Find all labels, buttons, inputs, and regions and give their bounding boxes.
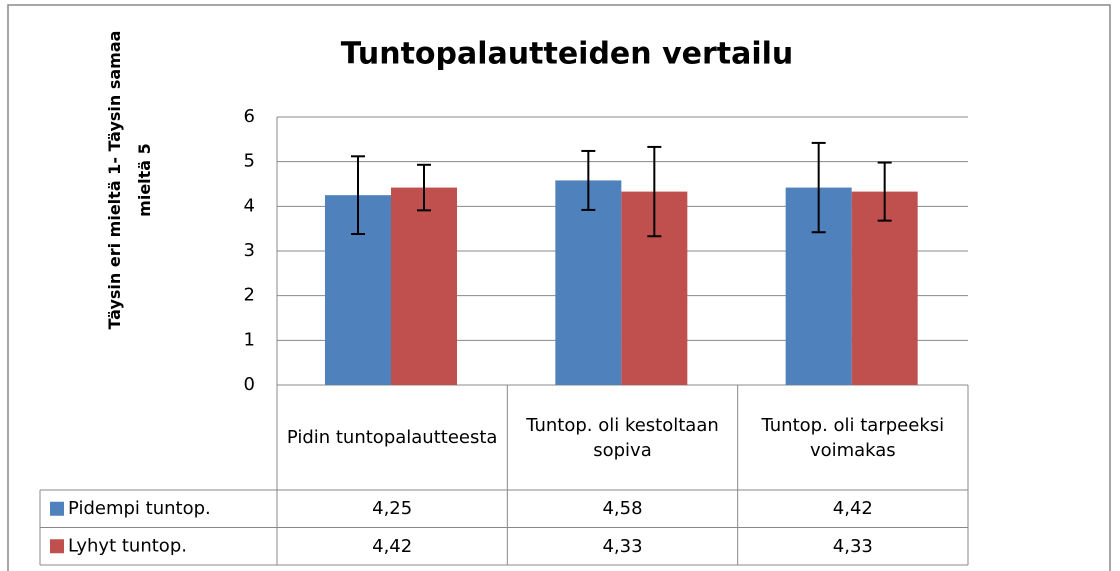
bar [851, 191, 918, 385]
error-bar [351, 155, 365, 236]
y-tick-label: 3 [244, 240, 255, 261]
y-tick-label: 0 [244, 374, 255, 395]
legend-label: Pidempi tuntop. [68, 498, 211, 519]
value-label: 4,42 [372, 535, 413, 557]
y-tick-label: 4 [244, 195, 255, 216]
y-axis-title: Täysin eri mieltä 1- Täysin samaa mieltä… [105, 30, 154, 330]
value-label: 4,42 [832, 498, 873, 520]
category-label: Pidin tuntopalautteesta [286, 427, 498, 448]
y-tick-label: 1 [244, 329, 255, 350]
error-bar [581, 149, 596, 211]
legend-key [50, 539, 64, 554]
bar [391, 187, 457, 385]
y-tick-label: 6 [244, 106, 255, 127]
category-label-box: Tuntop. oli kestoltaan sopiva [526, 414, 719, 461]
value-label-box: 4,58 [602, 498, 643, 520]
chart-title: Tuntopalautteiden vertailu [341, 37, 794, 72]
error-bar [811, 141, 826, 234]
value-label: 4,33 [602, 535, 643, 557]
y-tick-label: 2 [244, 285, 255, 306]
y-axis-title-box: Täysin eri mieltä 1- Täysin samaa mieltä… [105, 30, 154, 330]
legend-label: Lyhyt tuntop. [68, 535, 187, 556]
value-label-box: 4,42 [372, 535, 413, 557]
error-bar [877, 161, 892, 222]
value-label-box: 4,25 [372, 498, 413, 520]
value-label: 4,33 [832, 535, 873, 557]
legend-key [50, 501, 64, 516]
y-tick-label: 5 [244, 151, 255, 172]
value-label: 4,58 [602, 498, 643, 520]
category-label: Tuntop. oli tarpeeksi voimakas [761, 414, 945, 461]
bar [555, 180, 622, 385]
value-label: 4,25 [372, 498, 413, 520]
category-label-box: Pidin tuntopalautteesta [286, 427, 498, 448]
value-label-box: 4,42 [832, 498, 873, 520]
value-label-box: 4,33 [832, 535, 873, 557]
value-label-box: 4,33 [602, 535, 643, 557]
category-label: Tuntop. oli kestoltaan sopiva [526, 414, 719, 461]
data-table [39, 385, 969, 566]
category-label-box: Tuntop. oli tarpeeksi voimakas [761, 414, 945, 461]
error-bar [647, 145, 662, 238]
error-bar [417, 163, 431, 212]
